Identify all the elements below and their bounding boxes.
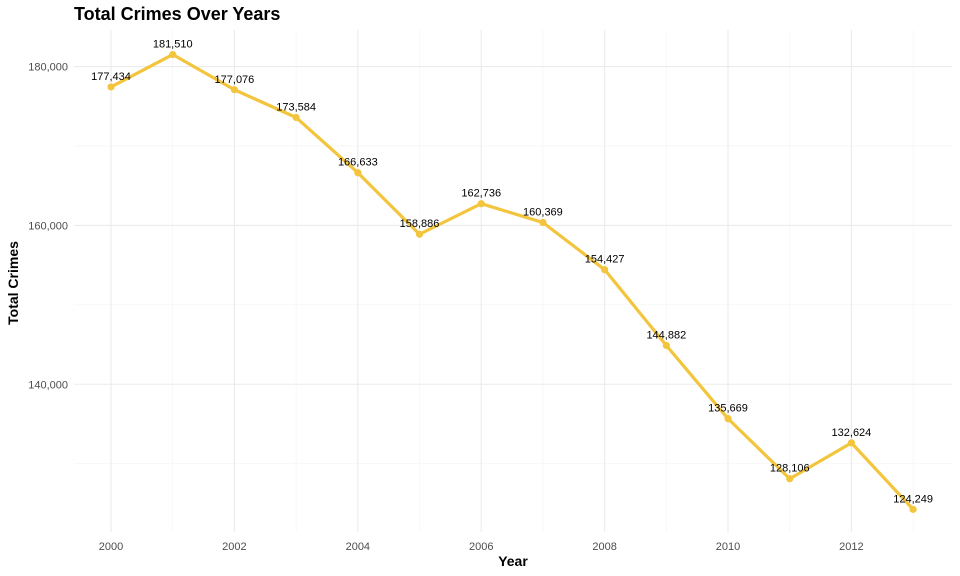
grid [74,30,952,532]
y-tick-label: 180,000 [28,62,68,74]
data-label: 177,434 [91,71,131,83]
data-label: 128,106 [770,463,810,475]
data-point [107,83,115,91]
data-point [662,341,670,350]
data-point [292,113,300,122]
data-label: 124,249 [893,493,933,505]
x-axis-title: Year [498,553,528,569]
x-tick-label: 2012 [839,541,863,553]
data-label: 158,886 [400,218,440,230]
y-tick-label: 160,000 [28,220,68,232]
data-point [477,200,485,208]
data-point [539,218,547,227]
data-point [230,86,239,94]
data-label: 154,427 [585,254,625,266]
data-label: 162,736 [461,188,501,200]
x-tick-label: 2004 [346,541,370,553]
data-point [415,230,424,238]
y-axis-title: Total Crimes [5,241,21,325]
data-label: 173,584 [276,102,316,114]
data-point [847,439,856,447]
data-point [786,475,794,483]
x-tick-label: 2000 [99,541,123,553]
data-point [909,505,917,513]
data-label: 181,510 [153,39,193,51]
data-label: 160,369 [523,206,563,218]
axes: Year Total Crimes 2000 2002 2004 2006 2008 20… [5,62,864,569]
data-point [724,415,732,423]
data-label: 144,882 [646,329,686,341]
chart-title: Total Crimes Over Years [74,4,281,24]
x-tick-label: 2002 [222,541,246,553]
x-tick-label: 2006 [469,541,493,553]
x-tick-label: 2010 [716,541,740,553]
data-point [601,266,609,274]
data-point [354,169,362,177]
data-label: 177,076 [215,74,255,86]
series-layer: 177,434 181,510 177,076 173,584 166,633 158,8… [91,39,933,513]
y-tick-label: 140,000 [28,379,68,391]
data-point [169,50,177,59]
data-label: 135,669 [708,403,748,415]
data-label: 166,633 [338,157,378,169]
x-tick-label: 2008 [592,541,616,553]
data-label: 132,624 [832,427,872,439]
series-line [109,52,915,511]
